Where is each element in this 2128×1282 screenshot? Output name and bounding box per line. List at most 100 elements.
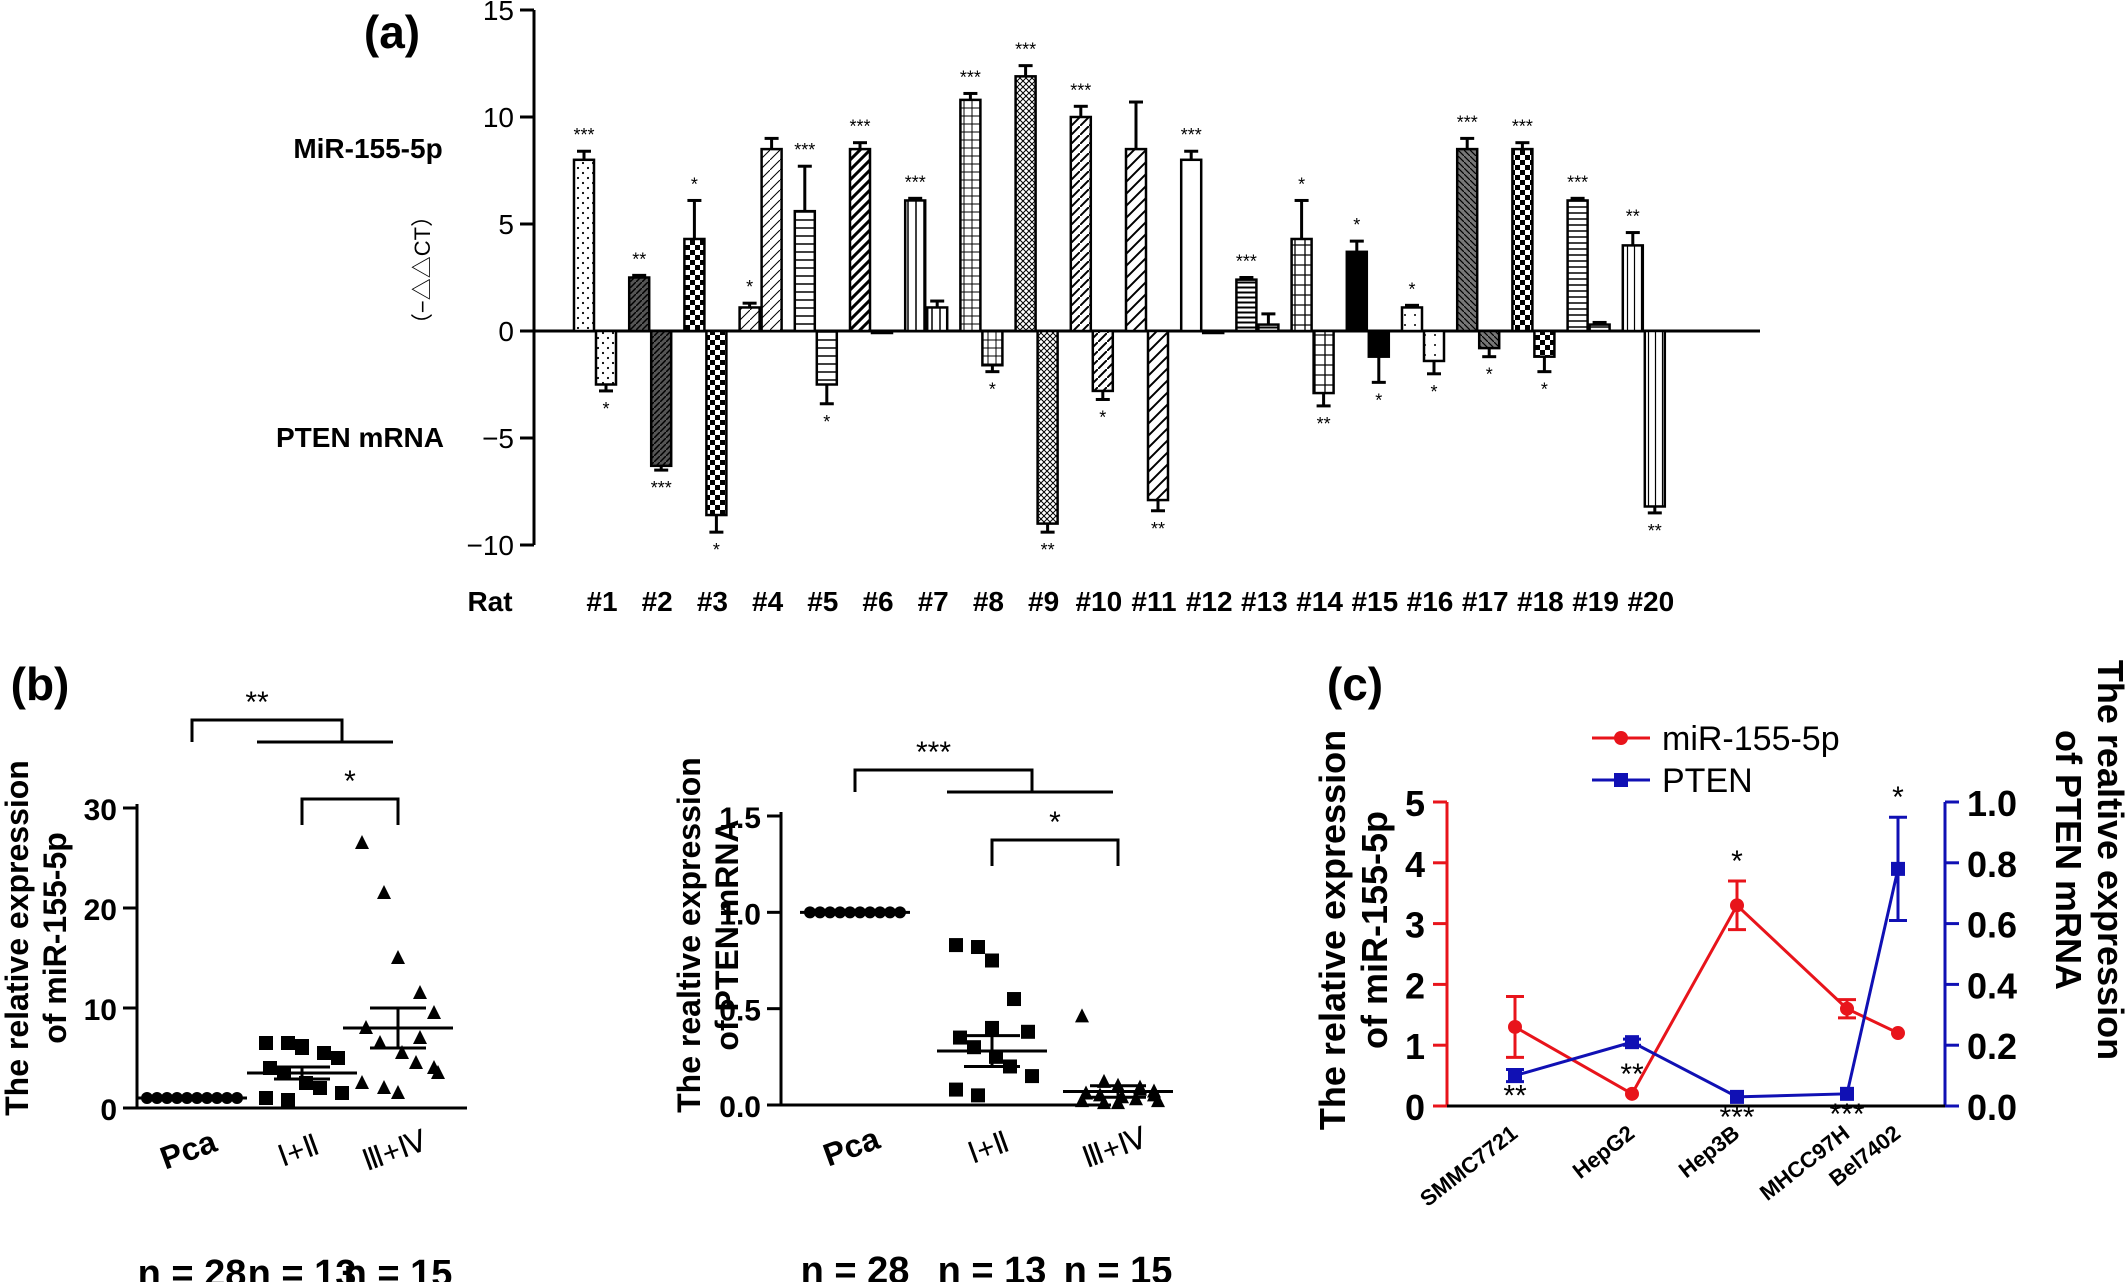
panel-c-point-square	[1508, 1068, 1522, 1083]
panel-b1-bracket-main-label: **	[245, 686, 269, 719]
panel-a-x-axis-label: Rat	[467, 586, 512, 617]
panel-b1-y-label-line1: The relative expression	[0, 760, 35, 1116]
panel-a-x-tick-label: #3	[697, 586, 728, 617]
panel-b2-n-label: n = 28	[801, 1250, 910, 1282]
panel-a-x-tick-label: #5	[807, 586, 838, 617]
panel-c-left-tick-label: 1	[1405, 1026, 1425, 1067]
panel-b2-point-triangle	[1075, 1093, 1089, 1108]
panel-b1-point-triangle	[355, 835, 369, 849]
legend-pten-label: PTEN	[1662, 762, 1753, 800]
panel-a-significance-label: ***	[849, 117, 870, 137]
panel-a-x-tick-label: #19	[1572, 586, 1619, 617]
panel-b1-y-tick-label: 10	[84, 994, 117, 1027]
panel-a-x-tick-label: #7	[918, 586, 949, 617]
panel-a-bar	[1588, 323, 1611, 333]
panel-b2-n-label: n = 13	[938, 1250, 1047, 1282]
panel-b1-point-square	[317, 1046, 331, 1060]
panel-a-significance-label: *	[989, 380, 996, 400]
panel-c-point-square	[1625, 1035, 1639, 1050]
panel-a-bar	[1235, 278, 1258, 333]
panel-b2-y-tick-label: 1.0	[719, 898, 761, 931]
panel-a-bar	[1643, 329, 1667, 508]
panel-c-right-tick-label: 1.0	[1967, 783, 2017, 824]
panel-b1-y-tick-label: 0	[100, 1094, 117, 1127]
panel-a-bar	[1422, 329, 1446, 363]
panel-a-x-tick-label: #6	[862, 586, 893, 617]
panel-c-x-tick-label: HepG2	[1568, 1120, 1639, 1183]
panel-a-bar	[1312, 329, 1335, 395]
panel-b1-bracket-sub-label: *	[344, 765, 356, 798]
panel-b2-point-square	[949, 1082, 963, 1097]
panel-a-significance-label: *	[1430, 382, 1437, 402]
panel-a-bar	[1367, 329, 1391, 358]
panel-b2-point-square	[949, 938, 963, 953]
panel-c-point-circle	[1625, 1086, 1639, 1101]
panel-b1-point-triangle	[413, 1030, 427, 1044]
panel-a-x-tick-label: #15	[1351, 586, 1398, 617]
panel-a-bar	[1455, 147, 1479, 333]
panel-c-right-label-line1: The realtive expression	[2090, 660, 2128, 1060]
panel-a-y-tick-label: 0	[498, 316, 514, 347]
panel-b1-point-square	[331, 1051, 345, 1065]
legend-mir155-label: miR-155-5p	[1662, 720, 1840, 758]
panel-b1-point-triangle	[427, 1060, 441, 1074]
panel-c-point-circle	[1508, 1019, 1522, 1034]
panel-a-bar	[738, 306, 761, 333]
panel-b1-x-tick-label: Pca	[155, 1123, 221, 1176]
panel-b2-n-label: n = 15	[1064, 1250, 1173, 1282]
panel-a-significance-label: ***	[1181, 125, 1202, 145]
panel-b1-point-triangle	[355, 1075, 369, 1089]
panel-c-significance-label: *	[1892, 781, 1904, 814]
panel-a-y-axis-label: （−△△CT）	[410, 205, 435, 335]
panel-b1-point-square	[281, 1093, 295, 1107]
panel-a-x-tick-label: #4	[752, 586, 784, 617]
panel-c-cell-line-chart: (c) 0 1 2 3 4 5 0.0 0.2 0.4 0.6 0.8 1.0 The relative …	[1312, 658, 2128, 1211]
panel-b2-point-square	[971, 1088, 985, 1103]
panel-b2-point-square	[1021, 1024, 1035, 1039]
panel-b1-point-triangle	[377, 885, 391, 899]
panel-c-left-label-line2: of miR-155-5p	[1354, 811, 1395, 1049]
panel-a-bar-chart: (a) −10 −5 0 5 10 15 MiR-155-5p PTEN mRNA （−△△CT）…	[276, 0, 1760, 617]
panel-c-significance-label: **	[1503, 1080, 1527, 1113]
panel-a-significance-label: *	[1353, 215, 1360, 235]
panel-a-y-tick-label: −10	[467, 530, 515, 561]
panel-a-bar	[760, 147, 783, 333]
panel-b2-point-square	[953, 1030, 967, 1045]
panel-a-y-tick-label: 10	[483, 102, 514, 133]
panel-label-a: (a)	[364, 6, 420, 58]
panel-b1-x-tick-label: Ⅲ+Ⅳ	[358, 1124, 431, 1178]
panel-a-x-tick-label: #11	[1131, 586, 1176, 617]
panel-b1-point-square	[281, 1036, 295, 1050]
panel-c-right-tick-label: 0.2	[1967, 1026, 2017, 1067]
panel-a-significance-label: ***	[1512, 117, 1533, 137]
panel-b1-n-label: n = 28	[138, 1253, 247, 1282]
panel-a-x-tick-label: #12	[1186, 586, 1233, 617]
panel-a-x-tick-label: #17	[1462, 586, 1509, 617]
panel-c-significance-label: ***	[1829, 1098, 1864, 1131]
panel-a-bar	[1257, 323, 1280, 333]
panel-b1-point-square	[259, 1036, 273, 1050]
panel-a-significance-label: ***	[1457, 112, 1478, 132]
panel-a-bar	[1400, 306, 1424, 333]
panel-a-significance-label: ***	[1236, 252, 1257, 272]
panel-b1-point-square	[335, 1086, 349, 1100]
panel-b2-point-square	[985, 953, 999, 968]
panel-a-bar	[683, 237, 706, 333]
panel-c-left-label-line1: The relative expression	[1312, 730, 1353, 1130]
panel-b2-bracket-sub-label: *	[1049, 806, 1061, 839]
panel-b2-y-tick-label: 0.0	[719, 1091, 761, 1124]
legend-mir155-marker	[1614, 731, 1628, 745]
panel-b2-x-tick-label: Pca	[818, 1120, 884, 1173]
panel-a-bar	[1179, 158, 1203, 333]
panel-a-significance-label: **	[1317, 414, 1331, 434]
panel-a-bar	[1036, 329, 1059, 525]
panel-c-left-tick-label: 0	[1405, 1087, 1425, 1128]
panel-a-y-tick-label: 5	[498, 209, 514, 240]
panel-a-significance-label: *	[823, 412, 830, 432]
panel-a-bar	[572, 158, 596, 333]
panel-c-significance-label: *	[1731, 845, 1743, 878]
panel-b1-bracket-sub	[300, 797, 400, 825]
panel-a-significance-label: *	[691, 174, 698, 194]
panel-label-b: (b)	[11, 658, 70, 710]
panel-b2-point-triangle	[1111, 1095, 1125, 1110]
